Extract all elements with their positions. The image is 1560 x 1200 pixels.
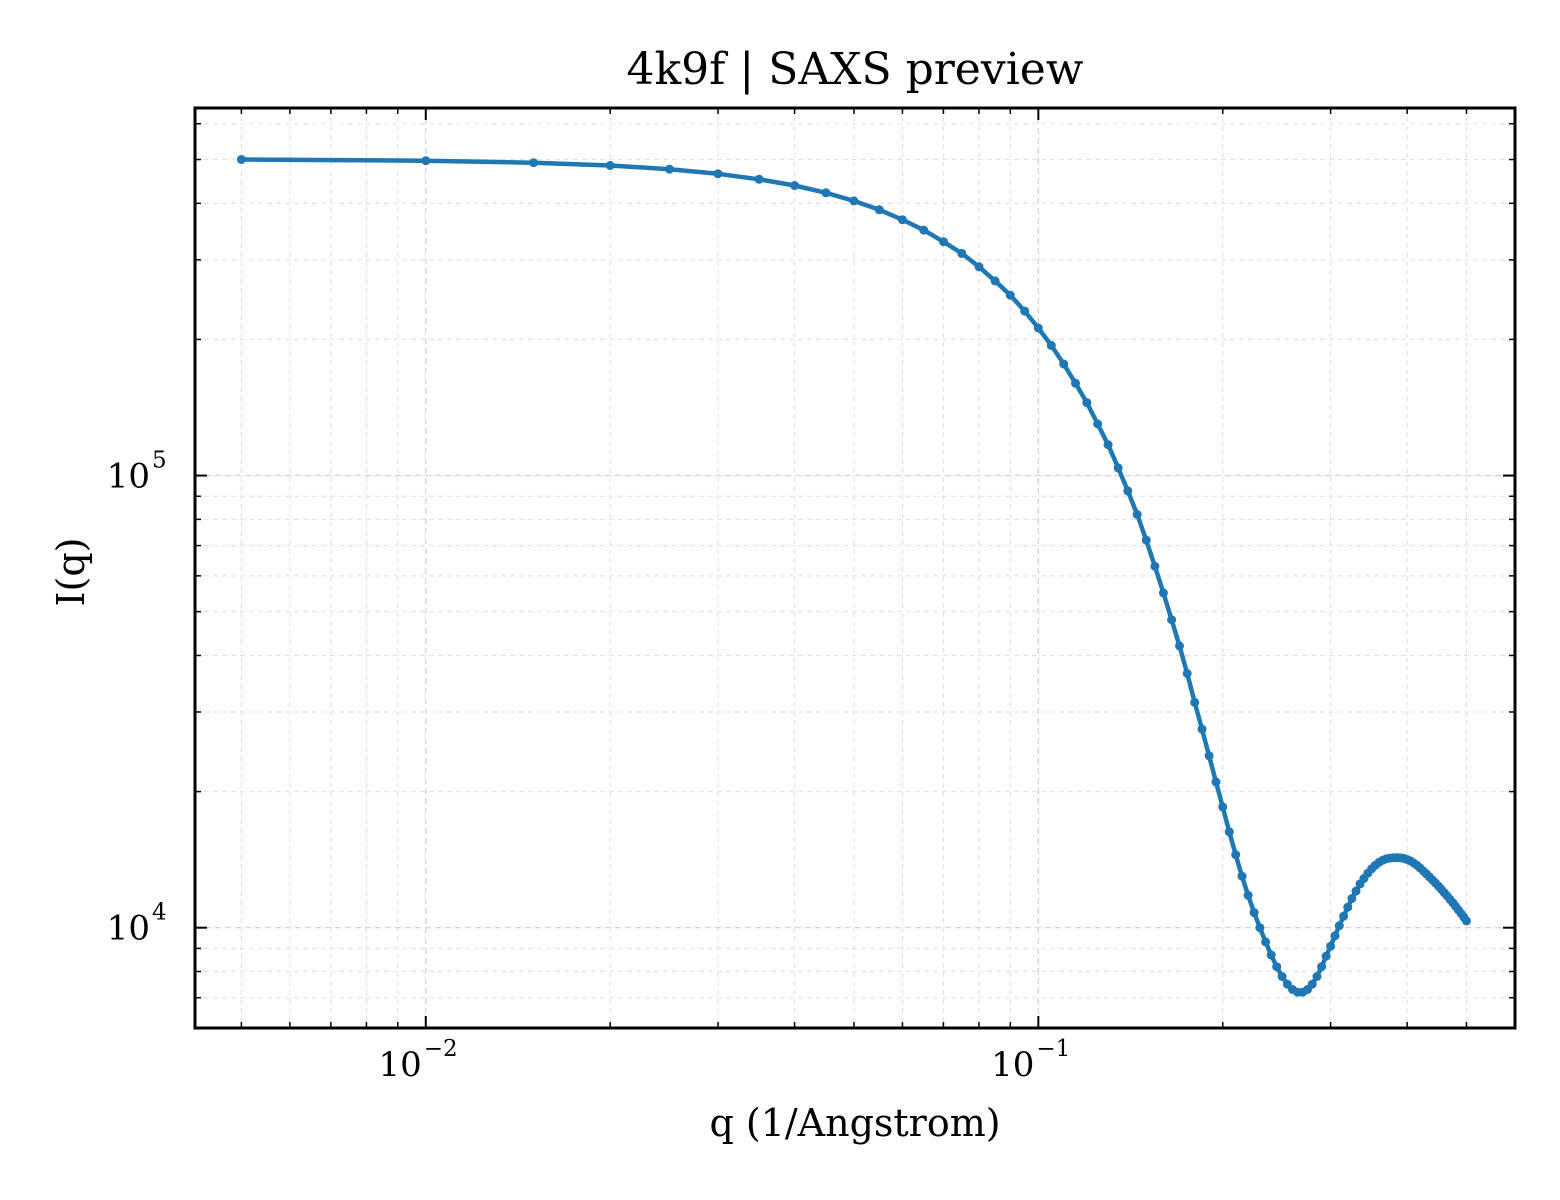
data-point (1312, 972, 1322, 981)
data-point (1082, 398, 1092, 408)
data-point (1046, 340, 1056, 350)
data-point (1204, 751, 1214, 761)
data-point (1343, 902, 1353, 912)
data-point (1197, 724, 1207, 734)
data-point (1123, 486, 1133, 496)
x-tick-label: 10 −2 (379, 1036, 458, 1085)
data-point (974, 262, 984, 272)
y-tick-label-exponent: 5 (152, 448, 167, 474)
data-point (957, 248, 967, 258)
data-point (713, 169, 723, 179)
data-point (1059, 359, 1069, 369)
data-point (1141, 535, 1151, 545)
data-point (1347, 894, 1357, 903)
y-tick-label-base: 10 (107, 909, 150, 949)
data-point (421, 156, 431, 166)
data-point (1326, 941, 1336, 951)
data-point (1093, 419, 1103, 429)
data-point (1317, 962, 1327, 972)
data-point (897, 215, 907, 225)
data-point (754, 174, 764, 184)
data-point (1113, 463, 1123, 473)
data-point (236, 155, 246, 164)
data-point (1261, 937, 1271, 947)
data-point (821, 188, 831, 198)
data-point (1158, 588, 1168, 598)
x-tick-label-exponent: −2 (424, 1036, 458, 1062)
data-point (919, 225, 929, 235)
data-point (1167, 615, 1177, 625)
data-point (1330, 931, 1340, 941)
y-tick-label-base: 10 (107, 457, 150, 497)
data-point (1175, 641, 1184, 651)
data-point (1190, 697, 1200, 707)
data-point (1462, 916, 1471, 926)
data-point (1211, 777, 1221, 787)
data-point (1218, 802, 1228, 812)
data-point (1237, 871, 1247, 881)
data-point (1277, 972, 1287, 981)
x-tick-label-base: 10 (379, 1045, 422, 1085)
y-tick-label: 10 4 (107, 900, 167, 949)
y-tick-label-exponent: 4 (152, 900, 167, 926)
data-point (1334, 921, 1344, 931)
data-point (874, 205, 884, 215)
data-point (1272, 962, 1282, 972)
data-point (605, 161, 615, 170)
data-point (1255, 923, 1265, 933)
x-axis-label: q (1/Angstrom) (709, 1101, 1000, 1145)
data-point (1103, 440, 1113, 450)
y-tick-label: 10 5 (107, 448, 167, 497)
data-point (1132, 510, 1142, 519)
data-point (1150, 561, 1160, 571)
plot-frame (193, 106, 1517, 1030)
tick-labels: 10 −2 10 −110 410 5 (107, 448, 1071, 1085)
chart-title: 4k9f | SAXS preview (627, 44, 1084, 95)
data-point (665, 164, 674, 174)
data-point (990, 276, 1000, 286)
data-point (1224, 827, 1234, 837)
data-point (1339, 911, 1349, 921)
x-tick-label: 10 −1 (991, 1036, 1070, 1085)
y-axis-label: I(q) (49, 538, 93, 607)
data-point (1033, 323, 1043, 333)
data-point (1266, 950, 1276, 960)
data-point (790, 181, 800, 190)
data-point (1231, 850, 1241, 860)
data-point (939, 237, 948, 247)
data-point (529, 158, 539, 168)
x-tick-label-base: 10 (991, 1045, 1034, 1085)
data-point (1321, 951, 1331, 961)
data-point (1071, 378, 1080, 388)
data-point (1005, 290, 1015, 300)
axis-ticks (195, 108, 1515, 1029)
data-point (1307, 979, 1317, 989)
data-point (1182, 669, 1192, 678)
series-layer (236, 155, 1471, 997)
data-point (1351, 886, 1361, 896)
grid-lines (195, 108, 1515, 1029)
x-tick-label-exponent: −1 (1036, 1036, 1070, 1062)
data-point (1020, 306, 1030, 316)
data-point (1249, 908, 1259, 918)
data-point (849, 196, 859, 206)
data-point (1243, 890, 1253, 900)
